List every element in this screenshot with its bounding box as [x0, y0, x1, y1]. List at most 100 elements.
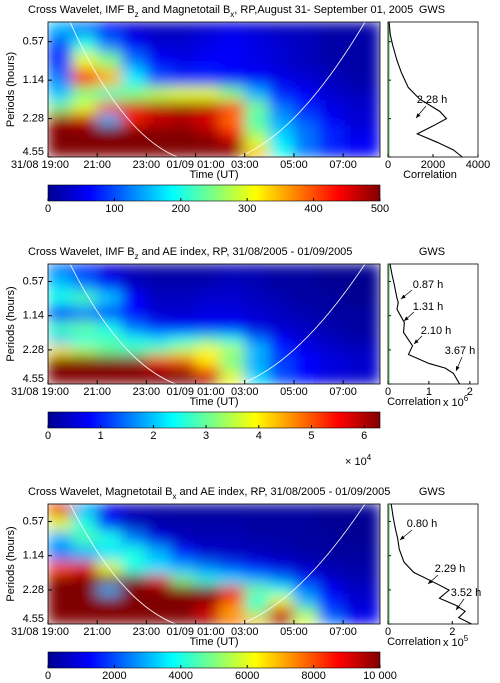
heatmap-cell [293, 51, 320, 70]
heatmap-cell [219, 561, 246, 576]
plot-frame [47, 21, 381, 158]
heatmap-cell [170, 101, 197, 115]
heatmap-cell [293, 22, 320, 38]
x-axis-label: Time (UT) [189, 636, 238, 648]
heatmap-cell [318, 585, 344, 597]
heatmap-cell [318, 574, 344, 587]
heatmap-cell [72, 516, 98, 532]
heatmap-cell [268, 345, 295, 357]
x-tick-label: 03:00 [231, 159, 259, 171]
panel-title-part: and Magnetotail B [139, 4, 231, 16]
heatmap-cell [219, 616, 246, 624]
heatmap-cell [145, 113, 172, 127]
x-tick-label: 21:00 [83, 159, 111, 171]
heatmap-cell [244, 290, 270, 307]
gws-multiplier-part: x 10 [443, 397, 464, 409]
heatmap-cell [145, 355, 172, 368]
heatmap-cell [318, 545, 344, 563]
heatmap-cell [72, 321, 98, 336]
x-tick-label: 31/08 19:00 [11, 626, 69, 638]
heatmap-cell [195, 545, 221, 563]
heatmap-cell [342, 595, 380, 608]
gws-annotation: 1.31 h [413, 301, 444, 313]
heatmap-cell [145, 616, 172, 624]
annotation-arrowhead [416, 113, 421, 118]
colorbar-multiplier: × 104 [345, 453, 372, 468]
heatmap-cell [342, 36, 380, 53]
gws-x-tick-label: 2000 [421, 159, 445, 171]
heatmap-cell [96, 149, 123, 157]
y-tick-label: 2.28 [23, 113, 44, 125]
heatmap-cell [244, 22, 270, 38]
heatmap-cell [170, 355, 197, 368]
heatmap-cell [342, 264, 380, 278]
y-tick-label: 4.55 [23, 373, 44, 385]
gws-x-tick-label: 2 [449, 626, 455, 638]
y-tick-label: 0.57 [23, 36, 44, 48]
heatmap-cell [219, 36, 246, 53]
x-tick-label: 03:00 [231, 386, 259, 398]
heatmap-cell [342, 606, 380, 618]
heatmap-cell [121, 113, 147, 127]
heatmap-cell [121, 606, 147, 618]
x-tick-label: 23:00 [133, 159, 161, 171]
heatmap-cell [121, 305, 147, 323]
heatmap-cell [145, 149, 172, 157]
heatmap-cell [72, 125, 98, 139]
heatmap-cell [48, 545, 74, 563]
heatmap-cell [244, 545, 270, 563]
heatmap-cell [293, 305, 320, 323]
heatmap-cell [219, 545, 246, 563]
heatmap-cell [293, 101, 320, 115]
heatmap-cell [195, 125, 221, 139]
heatmap-cell [244, 574, 270, 587]
heatmap-cell [219, 355, 246, 368]
heatmap [48, 504, 380, 624]
heatmap-cell [121, 86, 147, 103]
heatmap-cell [48, 355, 74, 368]
heatmap-cell [72, 101, 98, 115]
plot-frame [47, 263, 381, 385]
gws-x-tick-label: 0 [385, 386, 391, 398]
colorbar-tick-label: 6000 [235, 670, 259, 682]
y-tick-label: 0.57 [23, 515, 44, 527]
heatmap-cell [170, 68, 197, 88]
heatmap-cell [293, 355, 320, 368]
annotation-arrowhead [414, 339, 419, 344]
heatmap-cell [170, 264, 197, 278]
heatmap-cell [170, 574, 197, 587]
x-tick-label: 05:00 [280, 386, 308, 398]
heatmap-cell [96, 137, 123, 151]
panel-title-part: x [230, 10, 234, 19]
heatmap-cell [318, 137, 344, 151]
gws-multiplier: x 105 [443, 634, 469, 649]
heatmap-cell [48, 36, 74, 53]
gws-multiplier-part: 6 [464, 394, 469, 403]
heatmap-cell [195, 22, 221, 38]
heatmap-cell [96, 574, 123, 587]
heatmap-cell [96, 22, 123, 38]
heatmap-cell [293, 504, 320, 518]
heatmap-cell [48, 530, 74, 547]
heatmap-cell [342, 290, 380, 307]
colorbar-tick-label: 300 [238, 203, 256, 215]
heatmap-cell [195, 574, 221, 587]
heatmap-cell [244, 264, 270, 278]
x-tick-label: 05:00 [280, 159, 308, 171]
heatmap-cell [219, 530, 246, 547]
heatmap-cell [293, 276, 320, 292]
gws-annotation: 2.28 h [417, 94, 448, 106]
heatmap-cell [293, 137, 320, 151]
heatmap-cell [145, 595, 172, 608]
heatmap-cell [268, 101, 295, 115]
annotation-arrowhead [404, 316, 409, 321]
colorbar-tick-label: 5 [308, 430, 314, 442]
heatmap-cell [72, 51, 98, 70]
heatmap-cell [268, 290, 295, 307]
heatmap-cell [48, 22, 74, 38]
heatmap-cell [96, 516, 123, 532]
panel-title-part: Cross Wavelet, IMF B [28, 246, 135, 258]
heatmap-cell [72, 616, 98, 624]
colorbar-tick-label: 8000 [301, 670, 325, 682]
heatmap-cell [121, 516, 147, 532]
